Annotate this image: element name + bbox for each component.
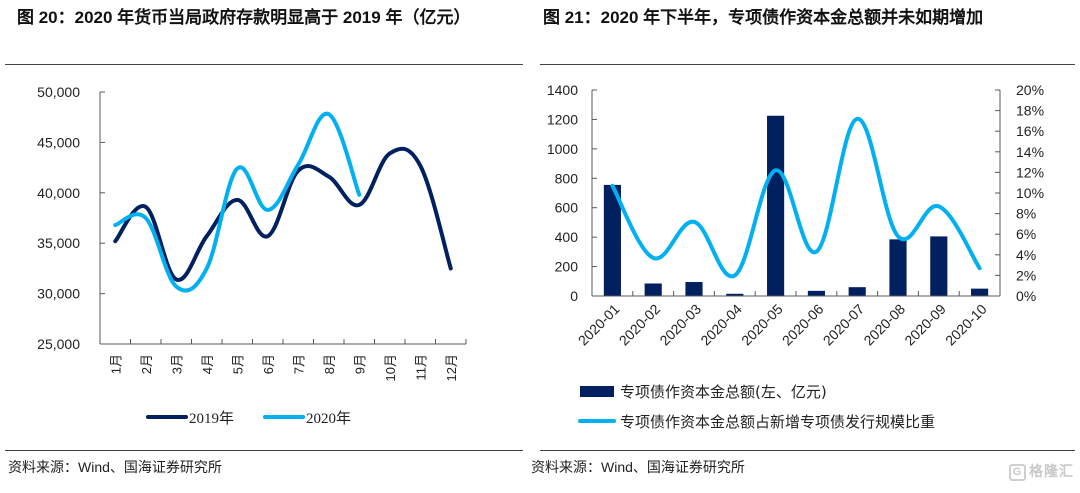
x-category-label: 9月 xyxy=(352,354,367,374)
x-category-label: 7月 xyxy=(291,354,306,374)
x-category-label: 1月 xyxy=(108,354,123,374)
right-y-tick-label: 12% xyxy=(1016,164,1044,180)
x-category-label: 2020-09 xyxy=(901,301,949,349)
x-category-label: 2020-08 xyxy=(860,301,908,349)
legend-swatch-bar xyxy=(580,386,614,397)
bar-2020-02 xyxy=(644,283,662,296)
bar-2020-08 xyxy=(889,239,907,296)
bottom-divider-right xyxy=(540,450,1075,451)
legend-label: 2020年 xyxy=(306,410,351,427)
left-y-tick-label: 200 xyxy=(555,259,579,275)
right-y-tick-label: 14% xyxy=(1016,144,1044,160)
x-category-label: 2020-07 xyxy=(820,301,868,349)
y-tick-label: 25,000 xyxy=(37,336,80,352)
left-y-tick-label: 400 xyxy=(555,229,579,245)
bar-2020-10 xyxy=(971,288,989,296)
left-y-tick-label: 1400 xyxy=(547,82,578,98)
left-y-tick-label: 800 xyxy=(555,170,579,186)
bottom-divider-left xyxy=(5,450,523,451)
y-tick-label: 50,000 xyxy=(37,84,80,100)
left-source-note: 资料来源：Wind、国海证券研究所 xyxy=(8,459,222,475)
x-category-label: 6月 xyxy=(261,354,276,374)
x-category-label: 2020-10 xyxy=(942,301,990,349)
right-figure-title: 图 21：2020 年下半年，专项债作资本金总额并未如期增加 xyxy=(543,8,984,27)
left-y-tick-label: 1200 xyxy=(547,111,578,127)
x-category-label: 4月 xyxy=(200,354,215,374)
right-y-tick-label: 2% xyxy=(1016,267,1036,283)
x-category-label: 2020-02 xyxy=(616,301,664,349)
x-category-label: 10月 xyxy=(383,354,398,381)
legend-label-line: 专项债作资本金总额占新增专项债发行规模比重 xyxy=(620,413,935,431)
legend-label: 2019年 xyxy=(189,410,234,427)
series-line-2019年 xyxy=(113,146,453,282)
watermark-logo: G 格隆汇 xyxy=(1009,461,1074,481)
x-category-label: 2月 xyxy=(139,354,154,374)
x-category-label: 2020-05 xyxy=(738,301,786,349)
bar-2020-03 xyxy=(685,282,703,296)
bar-2020-09 xyxy=(930,236,948,296)
y-tick-label: 40,000 xyxy=(37,185,80,201)
right-y-tick-label: 4% xyxy=(1016,247,1036,263)
bar-2020-07 xyxy=(848,287,866,296)
y-tick-label: 30,000 xyxy=(37,286,80,302)
right-y-tick-label: 16% xyxy=(1016,123,1044,139)
top-divider-right xyxy=(540,64,1075,65)
right-combo-chart: 0 200 400 600 800 1000 1200 1400 0% 2% 4% 6% 8% 10% 12… xyxy=(547,82,1044,431)
x-category-label: 2020-03 xyxy=(656,301,704,349)
x-category-label: 8月 xyxy=(322,354,337,374)
x-category-label: 3月 xyxy=(169,354,184,374)
y-tick-label: 35,000 xyxy=(37,235,80,251)
right-source-note: 资料来源：Wind、国海证券研究所 xyxy=(531,459,745,475)
x-category-label: 5月 xyxy=(230,354,245,374)
x-category-label: 12月 xyxy=(444,354,459,381)
left-line-chart: 25,000 30,000 35,000 40,000 45,000 50,000 1月 2月… xyxy=(37,84,467,427)
legend-label-bar: 专项债作资本金总额(左、亿元) xyxy=(620,383,827,401)
bar-2020-01 xyxy=(603,184,621,296)
right-y-tick-label: 8% xyxy=(1016,206,1036,222)
x-category-label: 2020-04 xyxy=(697,301,745,349)
x-category-label: 2020-06 xyxy=(779,301,827,349)
series-line-2020年 xyxy=(113,111,362,293)
bar-2020-05 xyxy=(767,115,785,296)
left-y-tick-label: 1000 xyxy=(547,141,578,157)
right-y-tick-label: 18% xyxy=(1016,103,1044,119)
top-divider-left xyxy=(5,64,523,65)
right-y-tick-label: 0% xyxy=(1016,288,1036,304)
watermark-text: 格隆汇 xyxy=(1029,463,1074,479)
bar-2020-04 xyxy=(726,293,744,296)
left-y-tick-label: 0 xyxy=(570,288,578,304)
x-category-label: 2020-01 xyxy=(575,301,623,349)
right-y-tick-label: 20% xyxy=(1016,82,1044,98)
bar-2020-06 xyxy=(807,290,825,296)
left-y-tick-label: 600 xyxy=(555,200,579,216)
ratio-line xyxy=(610,116,982,279)
right-y-tick-label: 6% xyxy=(1016,226,1036,242)
watermark-g-icon: G xyxy=(1009,463,1026,481)
y-tick-label: 45,000 xyxy=(37,134,80,150)
right-y-tick-label: 10% xyxy=(1016,185,1044,201)
x-category-label: 11月 xyxy=(413,354,428,381)
left-figure-title: 图 20：2020 年货币当局政府存款明显高于 2019 年（亿元） xyxy=(17,8,471,27)
